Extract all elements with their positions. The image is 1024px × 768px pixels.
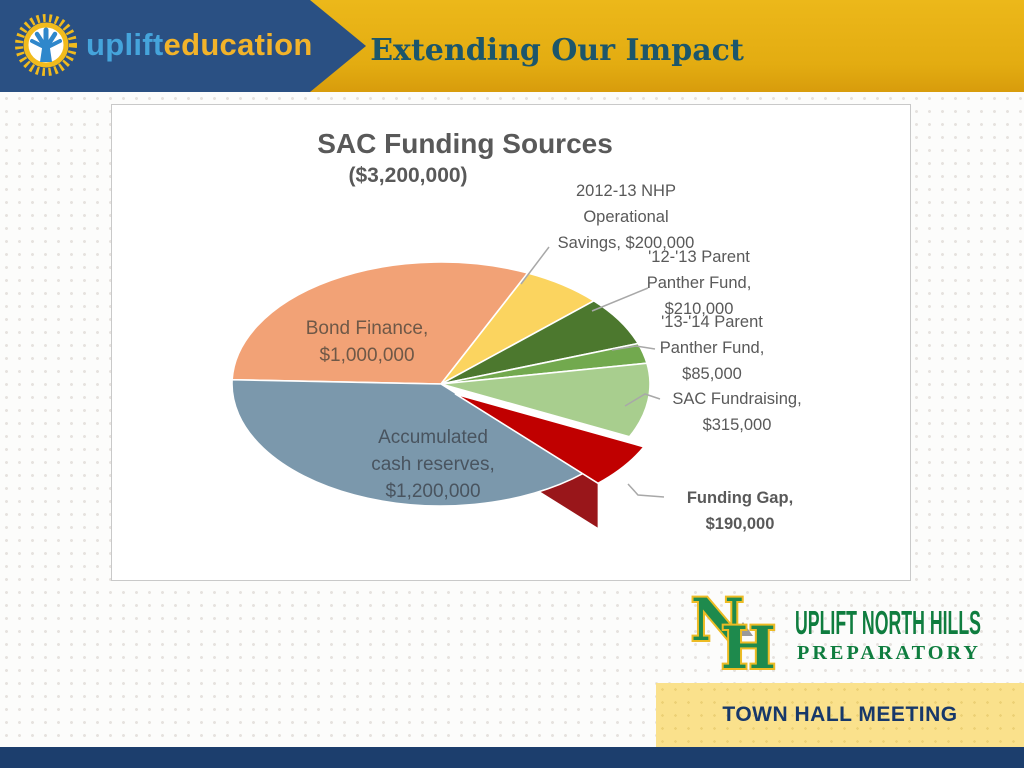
pie-label-line: Panther Fund, <box>659 339 765 357</box>
pie-label-line: Funding Gap, <box>686 489 794 507</box>
pie-label-bond-finance: Bond Finance, $1,000,000 <box>306 315 429 369</box>
brand-word-education: education <box>163 27 313 62</box>
school-name-line1: UPLIFT NORTH HILLS <box>795 604 981 641</box>
pie-slice-sac-fundraising <box>440 362 651 438</box>
pie-slice-accumulated-cash-reserves <box>231 378 585 507</box>
pie-label-13-14-parent-panther-fund: '13-'14 Parent Panther Fund, $85,000 <box>660 309 765 387</box>
pie-label-line: Operational <box>583 208 669 226</box>
pie-label-2012-13-nhp-operational-savings: 2012-13 NHP Operational Savings, $200,000 <box>558 178 695 256</box>
town-hall-banner-text: TOWN HALL MEETING <box>722 703 958 726</box>
pie-label-line: Savings, $200,000 <box>557 234 695 252</box>
monogram-letter-h: H <box>721 614 776 682</box>
brand-wordmark: uplifteducation <box>86 27 313 63</box>
north-hills-logo: N H UPLIFT NORTH HILLS PREPARATORY <box>689 588 981 682</box>
pie-label-line: '13-'14 Parent <box>661 313 763 331</box>
pie-label-accumulated-cash-reserves: Accumulated cash reserves, $1,200,000 <box>371 424 495 505</box>
leader-line-12-13-parent-panther-fund <box>591 287 649 312</box>
pie-label-line: Accumulated <box>378 427 488 448</box>
uplift-sunburst-logo-icon <box>15 14 77 76</box>
pie-label-line: 2012-13 NHP <box>576 182 676 200</box>
slide-title: Extending Our Impact <box>370 33 744 68</box>
monogram-triangle <box>733 622 753 636</box>
monogram-letter-n: N <box>691 588 744 654</box>
pie-label-line: $190,000 <box>705 515 775 533</box>
leader-line-funding-gap <box>627 483 665 498</box>
chart-title: SAC Funding Sources <box>317 128 613 159</box>
pie-label-line: $315,000 <box>702 416 772 434</box>
leader-line-2012-13-nhp-operational-savings <box>520 246 550 285</box>
pie-label-line: $85,000 <box>682 365 742 383</box>
pie-label-line: $1,000,000 <box>319 345 415 366</box>
pie-label-line: cash reserves, <box>371 454 495 475</box>
pie-slice-bond-finance <box>231 261 529 385</box>
town-hall-banner: TOWN HALL MEETING <box>656 683 1024 747</box>
chart-subtitle: ($3,200,000) <box>348 164 468 187</box>
pie-label-line: $1,200,000 <box>385 481 481 502</box>
pie-label-line: Bond Finance, <box>305 318 429 339</box>
bottom-navy-bar <box>0 747 1024 768</box>
leader-line-sac-fundraising <box>624 393 661 407</box>
pie-label-line: $210,000 <box>664 300 734 318</box>
pie-label-sac-fundraising: SAC Fundraising, $315,000 <box>672 386 801 438</box>
pie-label-line: SAC Fundraising, <box>672 390 802 408</box>
pie-label-line: Panther Fund, <box>646 274 752 292</box>
header-band: uplifteducation Extending Our Impact <box>0 0 1024 92</box>
leader-line-13-14-parent-panther-fund <box>611 345 656 351</box>
brand-word-uplift: uplift <box>86 27 164 62</box>
pie-slice-funding-gap <box>454 393 645 485</box>
pie-label-funding-gap: Funding Gap, $190,000 <box>687 485 793 537</box>
pie-label-12-13-parent-panther-fund: '12-'13 Parent Panther Fund, $210,000 <box>647 244 752 322</box>
pie-label-line: '12-'13 Parent <box>648 248 750 266</box>
school-name-line2: PREPARATORY <box>797 642 981 664</box>
